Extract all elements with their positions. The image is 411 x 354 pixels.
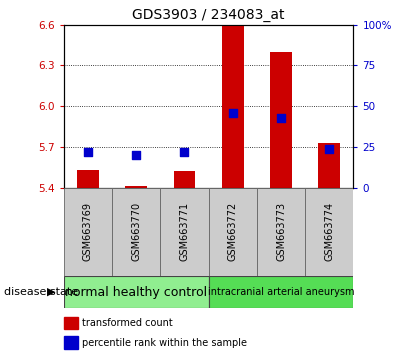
Text: GSM663774: GSM663774 bbox=[324, 202, 334, 262]
Text: GSM663771: GSM663771 bbox=[180, 202, 189, 262]
Text: normal healthy control: normal healthy control bbox=[65, 286, 207, 298]
Point bbox=[181, 149, 188, 155]
Text: GSM663769: GSM663769 bbox=[83, 202, 93, 261]
Text: GSM663770: GSM663770 bbox=[131, 202, 141, 262]
Bar bbox=[112, 188, 160, 276]
Bar bbox=[209, 188, 257, 276]
Bar bbox=[222, 26, 244, 188]
Text: percentile rank within the sample: percentile rank within the sample bbox=[82, 338, 247, 348]
Text: ▶: ▶ bbox=[47, 287, 55, 297]
Bar bbox=[77, 170, 99, 188]
Text: transformed count: transformed count bbox=[82, 318, 173, 328]
Bar bbox=[257, 188, 305, 276]
Text: GSM663773: GSM663773 bbox=[276, 202, 286, 262]
Point bbox=[85, 149, 91, 155]
Bar bbox=[160, 188, 209, 276]
Bar bbox=[173, 171, 195, 188]
Point bbox=[133, 152, 139, 158]
Bar bbox=[64, 188, 112, 276]
Text: intracranial arterial aneurysm: intracranial arterial aneurysm bbox=[208, 287, 354, 297]
Bar bbox=[305, 188, 353, 276]
Title: GDS3903 / 234083_at: GDS3903 / 234083_at bbox=[132, 8, 285, 22]
Bar bbox=[270, 52, 292, 188]
Bar bbox=[209, 276, 353, 308]
Point bbox=[278, 115, 284, 120]
Point bbox=[326, 146, 332, 152]
Text: GSM663772: GSM663772 bbox=[228, 202, 238, 262]
Text: disease state: disease state bbox=[4, 287, 78, 297]
Bar bbox=[64, 276, 208, 308]
Bar bbox=[319, 143, 340, 188]
Point bbox=[229, 110, 236, 115]
Bar bbox=[125, 186, 147, 188]
